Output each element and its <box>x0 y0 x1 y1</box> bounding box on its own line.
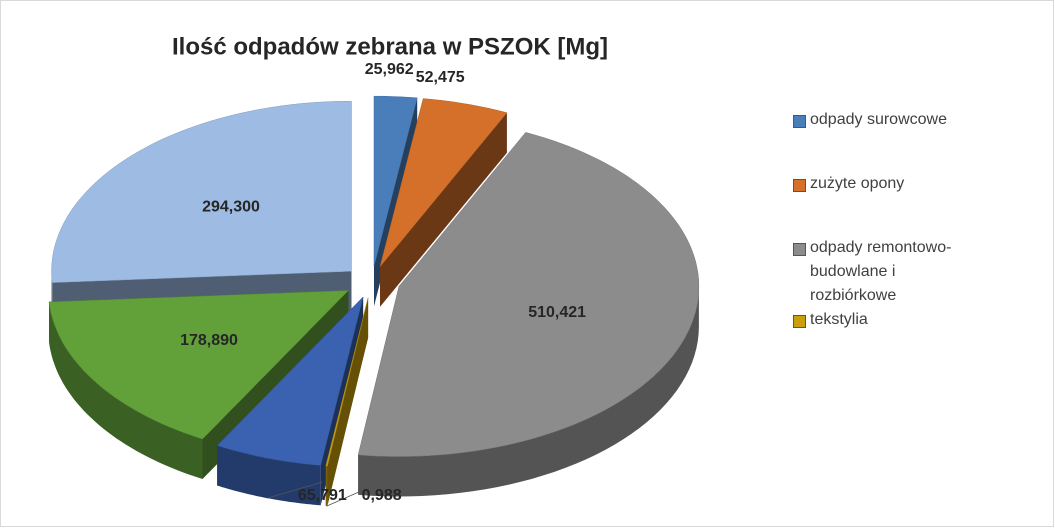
slice-top <box>216 296 364 466</box>
data-label: 25,962 <box>365 61 414 78</box>
data-label: 52,475 <box>416 69 465 86</box>
legend-swatch <box>793 315 806 328</box>
slice-top <box>325 297 369 467</box>
data-label: 65,791 <box>298 487 347 504</box>
data-label: 294,300 <box>202 199 260 216</box>
legend: odpady surowcowe zużyte opony odpady remon… <box>793 108 953 332</box>
slice-top <box>48 290 350 440</box>
legend-item: odpady surowcowe <box>793 108 953 132</box>
slice-side <box>325 297 369 506</box>
leader-line <box>326 481 382 507</box>
data-label: 510,421 <box>528 304 586 321</box>
slice-top <box>373 95 418 267</box>
legend-swatch <box>793 115 806 128</box>
legend-swatch <box>793 243 806 256</box>
slice-wall <box>325 466 328 507</box>
slice <box>357 132 700 497</box>
legend-item: odpady remontowo-budowlane i rozbiórkowe <box>793 236 953 308</box>
data-label: 178,890 <box>180 332 238 349</box>
legend-label: tekstylia <box>810 311 868 328</box>
legend-label: odpady surowcowe <box>810 111 947 128</box>
slice-wall <box>49 301 203 479</box>
slice <box>379 98 508 307</box>
legend-item: zużyte opony <box>793 172 953 196</box>
legend-label: zużyte opony <box>810 175 905 192</box>
chart-title: Ilość odpadów zebrana w PSZOK [Mg] <box>172 33 608 60</box>
data-label: 0,988 <box>362 487 402 504</box>
slice-top <box>51 100 352 283</box>
slice-top <box>379 98 508 267</box>
legend-swatch <box>793 179 806 192</box>
slice-side <box>380 112 507 307</box>
legend-label: odpady remontowo-budowlane i rozbiórkowe <box>810 239 952 304</box>
slice <box>325 297 369 507</box>
slice-wall <box>358 286 699 497</box>
legend-item: tekstylia <box>793 308 953 332</box>
slice <box>48 290 350 479</box>
slice-top <box>357 132 700 457</box>
leader-line <box>267 481 323 499</box>
